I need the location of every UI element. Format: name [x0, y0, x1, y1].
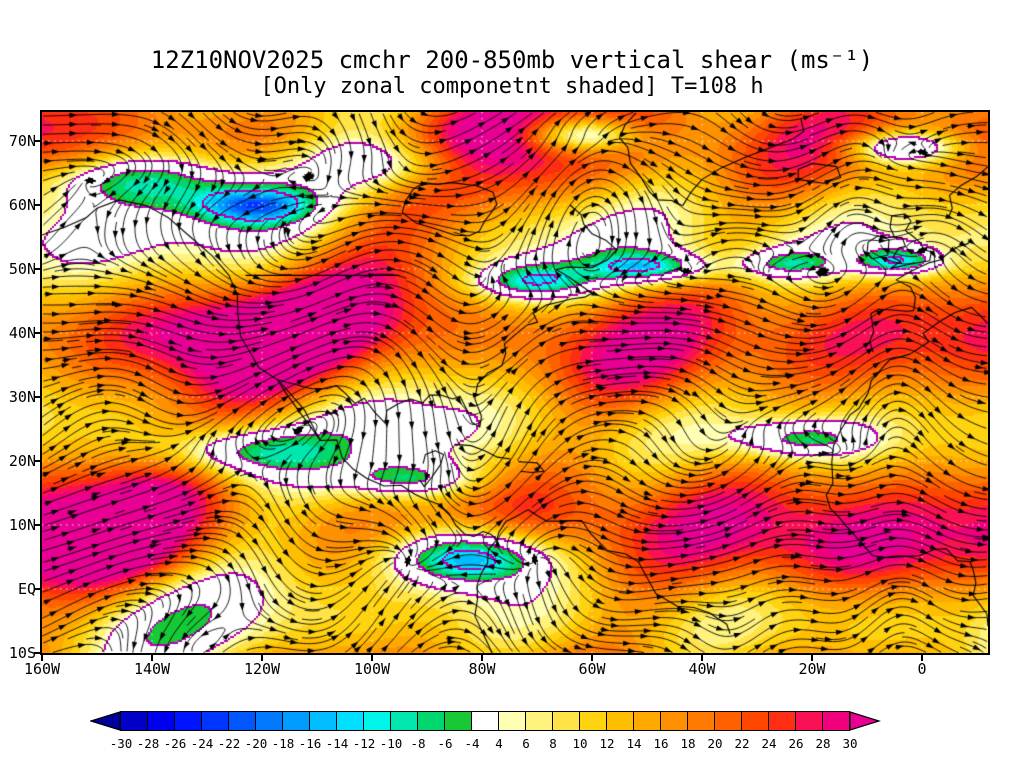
lon-tick-label: 20W — [798, 660, 826, 678]
lat-tick-label: EQ — [17, 580, 36, 598]
colorbar-tick-label: 4 — [495, 736, 503, 751]
colorbar-segment — [606, 711, 634, 731]
colorbar-tick-label: 26 — [788, 736, 804, 751]
lon-tick-mark — [41, 653, 43, 661]
shear-map-canvas — [42, 112, 988, 653]
lon-tick-mark — [591, 653, 593, 661]
colorbar-tick-label: -20 — [244, 736, 268, 751]
colorbar-segment — [768, 711, 796, 731]
colorbar-tick-label: 18 — [680, 736, 696, 751]
lat-tick-mark — [34, 652, 42, 654]
colorbar-segment — [309, 711, 337, 731]
lat-tick-mark — [34, 332, 42, 334]
colorbar-segment — [525, 711, 553, 731]
colorbar-tick-label: 20 — [707, 736, 723, 751]
colorbar-segment — [336, 711, 364, 731]
lat-tick-label: 60N — [8, 196, 36, 214]
colorbar-segment — [363, 711, 391, 731]
colorbar-tick-label: 30 — [842, 736, 858, 751]
colorbar-segment — [201, 711, 229, 731]
colorbar-tick-label: -16 — [298, 736, 322, 751]
colorbar-segment — [120, 711, 148, 731]
lon-tick-label: 80W — [468, 660, 496, 678]
chart-title-line1: 12Z10NOV2025 cmchr 200-850mb vertical sh… — [150, 46, 874, 74]
colorbar-tick-label: 16 — [653, 736, 669, 751]
lat-tick-mark — [34, 268, 42, 270]
colorbar-segment — [633, 711, 661, 731]
colorbar-segment — [660, 711, 688, 731]
lat-tick-label: 10N — [8, 516, 36, 534]
colorbar-tick-label: -4 — [464, 736, 480, 751]
colorbar-tick-label: -28 — [136, 736, 160, 751]
lon-tick-mark — [811, 653, 813, 661]
colorbar-tick-label: -12 — [352, 736, 376, 751]
colorbar-tick-label: -22 — [217, 736, 241, 751]
colorbar-segment — [282, 711, 310, 731]
colorbar-tick-label: 22 — [734, 736, 750, 751]
lat-tick-label: 30N — [8, 388, 36, 406]
colorbar-tick-label: -30 — [109, 736, 133, 751]
colorbar-right-arrow-icon — [850, 711, 881, 731]
lat-tick-mark — [34, 588, 42, 590]
colorbar-segment — [687, 711, 715, 731]
lon-tick-label: 160W — [23, 660, 61, 678]
lon-tick-label: 120W — [243, 660, 281, 678]
colorbar-segment — [552, 711, 580, 731]
lat-tick-label: 70N — [8, 132, 36, 150]
colorbar-segment — [147, 711, 175, 731]
lon-tick-mark — [701, 653, 703, 661]
colorbar-tick-label: 28 — [815, 736, 831, 751]
colorbar-segment — [795, 711, 823, 731]
lon-tick-label: 60W — [578, 660, 606, 678]
colorbar-tick-label: -10 — [379, 736, 403, 751]
colorbar-left-arrow-icon — [90, 711, 121, 731]
lon-tick-label: 140W — [133, 660, 171, 678]
lat-tick-label: 20N — [8, 452, 36, 470]
colorbar-tick-label: 8 — [549, 736, 557, 751]
lat-tick-mark — [34, 524, 42, 526]
colorbar-tick-label: 12 — [599, 736, 615, 751]
colorbar-segment — [417, 711, 445, 731]
colorbar-tick-label: -6 — [437, 736, 453, 751]
colorbar-segment — [390, 711, 418, 731]
colorbar-tick-label: 10 — [572, 736, 588, 751]
lon-tick-mark — [151, 653, 153, 661]
colorbar-segment — [741, 711, 769, 731]
colorbar-segment — [444, 711, 472, 731]
colorbar-segment — [822, 711, 850, 731]
lat-tick-label: 40N — [8, 324, 36, 342]
lat-tick-mark — [34, 140, 42, 142]
lat-tick-mark — [34, 460, 42, 462]
lat-tick-mark — [34, 204, 42, 206]
lon-tick-label: 0 — [917, 660, 927, 678]
colorbar-tick-label: 24 — [761, 736, 777, 751]
colorbar-tick-label: -14 — [325, 736, 349, 751]
chart-title: 12Z10NOV2025 cmchr 200-850mb vertical sh… — [0, 46, 1024, 100]
colorbar-segment — [228, 711, 256, 731]
lon-tick-label: 40W — [688, 660, 716, 678]
lon-tick-mark — [921, 653, 923, 661]
colorbar-tick-label: -8 — [410, 736, 426, 751]
lat-tick-label: 10S — [8, 644, 36, 662]
lon-tick-label: 100W — [353, 660, 391, 678]
lat-tick-mark — [34, 396, 42, 398]
lon-tick-mark — [261, 653, 263, 661]
lon-tick-mark — [481, 653, 483, 661]
colorbar-tick-label: -18 — [271, 736, 295, 751]
colorbar: -30 -28 -26 -24 -22 -20 -18 -16 -14 -12 -10 -8 -6 -4 4… — [88, 709, 918, 755]
lon-tick-mark — [371, 653, 373, 661]
lat-tick-label: 50N — [8, 260, 36, 278]
colorbar-segment — [498, 711, 526, 731]
colorbar-segment — [579, 711, 607, 731]
colorbar-tick-label: 14 — [626, 736, 642, 751]
colorbar-segment — [255, 711, 283, 731]
chart-title-line2: [Only zonal componetnt shaded] T=108 h — [260, 74, 764, 100]
colorbar-tick-label: 6 — [522, 736, 530, 751]
colorbar-segment — [471, 711, 499, 731]
colorbar-segment — [714, 711, 742, 731]
colorbar-tick-label: -26 — [163, 736, 187, 751]
colorbar-segment — [174, 711, 202, 731]
colorbar-tick-label: -24 — [190, 736, 214, 751]
